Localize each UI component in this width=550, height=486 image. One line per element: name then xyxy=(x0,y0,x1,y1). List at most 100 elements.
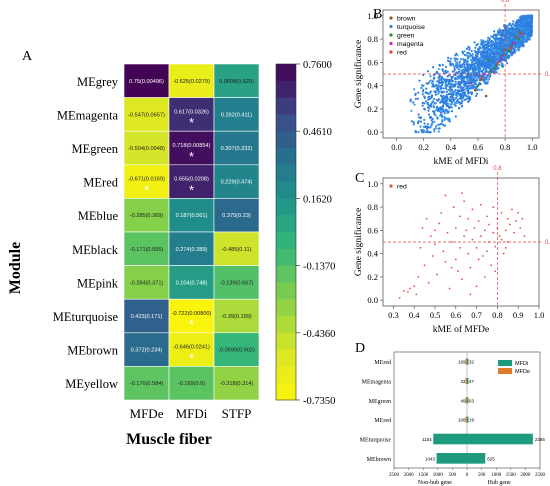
scatter-point xyxy=(429,103,433,106)
heatmap-cell xyxy=(168,130,215,166)
scatter-point xyxy=(438,81,441,84)
scatter-point xyxy=(463,63,466,66)
scatter-point xyxy=(491,68,494,71)
bar-value-hub: 2256 xyxy=(535,437,546,442)
scatter-point xyxy=(443,124,447,127)
heatmap-cell xyxy=(213,231,260,266)
panel-label-c: C xyxy=(355,171,364,186)
heatmap-row-label: MEgreen xyxy=(71,142,118,156)
y-tick-label: 0.4 xyxy=(367,249,378,259)
scatter-point xyxy=(427,113,431,116)
x-axis-label: kME of MFDe xyxy=(433,324,489,335)
scatter-point xyxy=(430,101,434,104)
scatter-point xyxy=(454,115,457,118)
heatmap-cell xyxy=(168,164,215,199)
scatter-point xyxy=(451,70,454,73)
scatter-point xyxy=(480,76,484,79)
heatmap: MEgrey 0.75(0.00496) -0.625(0.0279) 0.0698(… xyxy=(53,63,260,421)
scatter-point xyxy=(447,102,450,105)
scatter-point xyxy=(504,56,507,59)
scatter-point xyxy=(502,30,505,33)
scatter-point xyxy=(493,38,497,41)
scatter-point xyxy=(462,94,465,97)
scatter-point xyxy=(419,246,422,249)
scatter-point xyxy=(498,33,501,36)
scatter-point xyxy=(428,92,432,95)
scatter-point xyxy=(459,85,463,89)
scatter-point xyxy=(459,95,462,98)
scatter-point xyxy=(463,200,466,203)
colorbar-segment xyxy=(276,232,296,250)
scatter-point xyxy=(436,89,439,92)
scatter-point xyxy=(421,93,424,96)
scatter-point xyxy=(437,92,440,95)
scatter-point xyxy=(445,78,449,81)
scatter-point xyxy=(493,30,496,33)
scatter-point xyxy=(436,86,440,90)
scatter-point xyxy=(504,27,507,30)
scatter-point xyxy=(480,88,483,91)
significance-star: * xyxy=(189,115,194,130)
scatter-point xyxy=(473,70,476,73)
x-tick-label: 0.9 xyxy=(513,310,524,320)
scatter-point xyxy=(430,123,433,126)
scatter-point xyxy=(427,96,430,99)
scatter-point xyxy=(440,106,443,109)
scatter-point xyxy=(488,37,491,41)
scatter-point xyxy=(511,41,515,44)
heatmap-row-label: MEmagenta xyxy=(57,108,119,122)
x-tick-label: 0.5 xyxy=(430,310,441,320)
legend-label: red xyxy=(397,50,407,57)
panel-label-a: A xyxy=(22,49,33,64)
x-tick-label: 0 xyxy=(466,473,469,478)
heatmap-cell xyxy=(168,298,215,334)
scatter-point xyxy=(481,44,485,47)
scatter-point xyxy=(486,42,489,45)
scatter-point xyxy=(470,93,473,96)
scatter-point xyxy=(433,130,436,133)
scatter-point xyxy=(510,50,514,53)
reference-x-label: 0.8 xyxy=(493,166,502,172)
scatter-point xyxy=(522,41,525,44)
scatter-point xyxy=(417,131,420,134)
scatter-point xyxy=(497,61,500,64)
scatter-point xyxy=(456,77,459,80)
scatter-point xyxy=(453,66,456,69)
scatter-point xyxy=(432,83,435,86)
scatter-point xyxy=(439,122,443,125)
scatter-point xyxy=(429,235,432,238)
significance-star: * xyxy=(189,149,194,164)
scatter-point xyxy=(513,46,516,49)
legend-marker xyxy=(389,50,393,54)
bar-category-label: MEred xyxy=(374,360,391,366)
scatter-point xyxy=(422,88,425,91)
colorbar-segment xyxy=(276,248,296,266)
scatter-point xyxy=(469,82,473,85)
scatter-point xyxy=(475,285,478,288)
scatter-point xyxy=(518,30,522,34)
x-axis-left-label: Non-hub gene xyxy=(418,480,452,486)
scatter-point xyxy=(470,61,473,64)
scatter-point xyxy=(454,54,457,57)
scatter-point xyxy=(422,84,425,87)
scatter-point xyxy=(417,91,420,94)
scatter-point xyxy=(465,87,468,91)
scatter-point xyxy=(440,80,443,83)
scatter-point xyxy=(437,98,441,101)
colorbar-tick-label: 0.1620 xyxy=(303,194,332,205)
scatter-point xyxy=(423,118,426,121)
panel-label-b: B xyxy=(373,7,382,22)
y-tick-label: 0.0 xyxy=(367,127,378,137)
colorbar-segment xyxy=(276,332,296,350)
x-tick-label: 1500 xyxy=(418,473,429,478)
scatter-point xyxy=(492,60,495,63)
scatter-point xyxy=(513,24,516,27)
scatter-point xyxy=(482,79,485,82)
scatter-point xyxy=(489,75,492,78)
scatter-point xyxy=(527,16,531,19)
scatter-point xyxy=(433,120,436,123)
x-tick-label: 1000 xyxy=(491,473,502,478)
scatter-point xyxy=(427,98,430,101)
scatter-point xyxy=(445,103,448,107)
scatter-point xyxy=(423,107,426,110)
